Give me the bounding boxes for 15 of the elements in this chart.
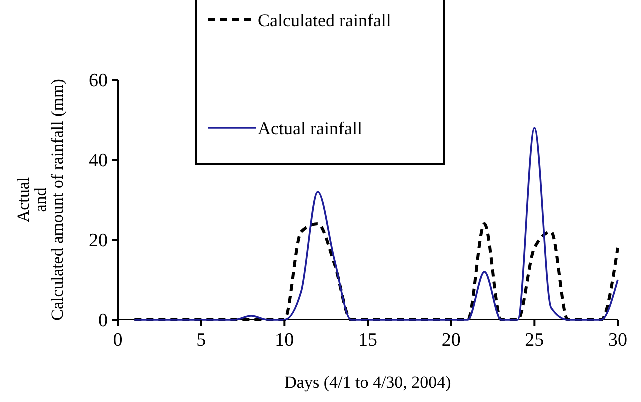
y-tick-label: 40 (89, 150, 108, 172)
x-tick-label: 5 (196, 330, 206, 351)
legend-label: Actual rainfall (258, 118, 362, 138)
x-tick-label: 15 (358, 330, 378, 351)
x-tick-label: 25 (525, 330, 544, 351)
legend-label: Calculated rainfall (258, 10, 392, 30)
y-axis-title: Actual and Calculated amount of rainfall (mm) (14, 79, 67, 321)
x-tick-label: 30 (608, 330, 628, 351)
x-tick-label: 20 (442, 330, 461, 351)
y-tick-label: 60 (89, 70, 108, 92)
x-axis-title: Days (4/1 to 4/30, 2004) (284, 373, 452, 392)
x-tick-label: 10 (275, 330, 294, 351)
x-tick-label: 0 (113, 330, 123, 351)
y-tick-label: 0 (98, 310, 108, 332)
y-tick-label: 20 (89, 230, 108, 252)
